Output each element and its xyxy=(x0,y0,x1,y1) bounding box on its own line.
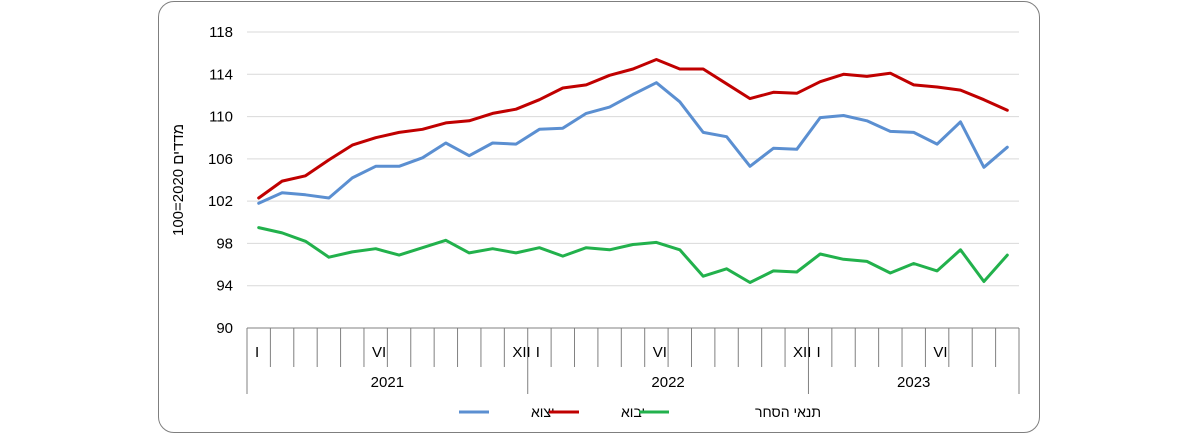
month-label: VI xyxy=(653,344,667,361)
y-tick-label: 98 xyxy=(216,235,233,252)
y-tick-label: 114 xyxy=(209,66,233,83)
month-label: VI xyxy=(372,344,386,361)
month-label: VI xyxy=(933,344,947,361)
month-label: I xyxy=(536,344,540,361)
legend-label: תנאי הסחר xyxy=(755,404,821,420)
legend-label: יבוא xyxy=(621,404,645,420)
month-label: I xyxy=(255,344,259,361)
series-line-0 xyxy=(257,81,1009,205)
y-tick-label: 106 xyxy=(208,151,233,168)
month-label: XII xyxy=(512,344,530,361)
series-line-2 xyxy=(257,226,1009,284)
y-tick-label: 118 xyxy=(209,24,233,41)
y-tick-label: 94 xyxy=(216,278,233,295)
y-tick-label: 90 xyxy=(216,320,233,337)
line-chart: 90 94 98 102 106 110 114 118 מדדים 2020=100 2021 2… xyxy=(170,24,1020,420)
chart-frame: 90 94 98 102 106 110 114 118 מדדים 2020=100 2021 2… xyxy=(158,1,1040,433)
y-axis-label: מדדים 2020=100 xyxy=(170,124,187,236)
y-tick-label: 110 xyxy=(209,109,233,126)
year-label: 2022 xyxy=(651,374,684,391)
y-tick-label: 102 xyxy=(208,193,233,210)
month-label: I xyxy=(816,344,820,361)
month-label: XII xyxy=(793,344,811,361)
year-label: 2023 xyxy=(897,374,930,391)
legend-label: יצוא xyxy=(531,404,555,420)
year-label: 2021 xyxy=(371,374,404,391)
series-line-1 xyxy=(257,58,1009,200)
